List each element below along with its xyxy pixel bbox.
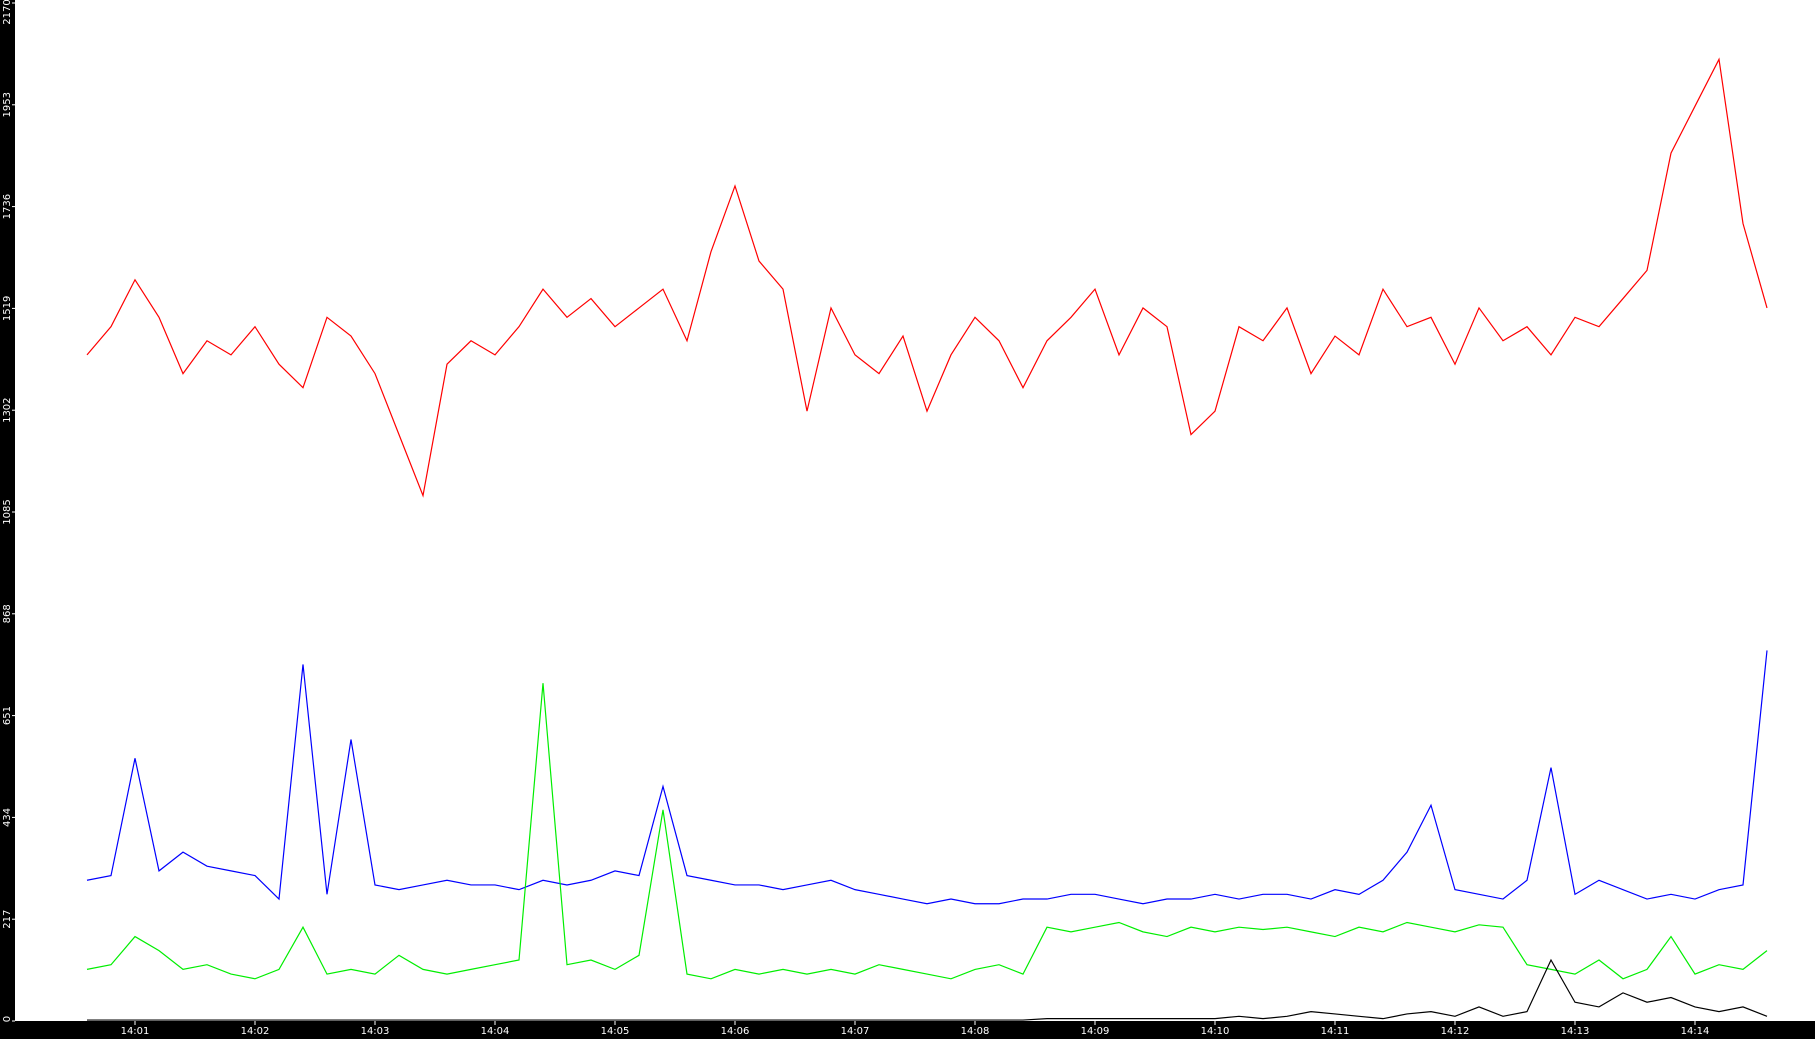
y-axis-strip	[0, 0, 15, 1039]
series-line	[87, 958, 1768, 1021]
x-tick-label: 14:11	[1321, 1026, 1350, 1037]
x-tick-label: 14:05	[601, 1026, 630, 1037]
y-tick-label: 868	[2, 604, 13, 623]
y-tick-label: 1519	[2, 296, 13, 321]
x-tick-label: 14:09	[1081, 1026, 1110, 1037]
y-tick-label: 1085	[2, 499, 13, 524]
y-tick-label: 1953	[2, 92, 13, 117]
x-tick-label: 14:06	[721, 1026, 750, 1037]
series-line	[86, 57, 1768, 498]
y-tick-label: 1302	[2, 397, 13, 422]
y-tick-label: 651	[2, 706, 13, 725]
y-tick-label: 0	[2, 1016, 13, 1022]
x-tick-label: 14:13	[1561, 1026, 1590, 1037]
x-tick-label: 14:03	[361, 1026, 390, 1037]
series-line	[86, 683, 1768, 980]
x-tick-label: 14:08	[961, 1026, 990, 1037]
x-axis-strip	[0, 1021, 1815, 1039]
x-tick-label: 14:01	[121, 1026, 150, 1037]
x-tick-label: 14:04	[481, 1026, 510, 1037]
x-tick-label: 14:07	[841, 1026, 870, 1037]
x-tick-label: 14:12	[1441, 1026, 1470, 1037]
y-tick-label: 2170	[2, 0, 13, 25]
x-tick-label: 14:02	[241, 1026, 270, 1037]
y-tick-label: 217	[2, 910, 13, 929]
series-line	[86, 650, 1768, 905]
y-tick-label: 434	[2, 808, 13, 827]
x-tick-label: 14:14	[1681, 1026, 1710, 1037]
y-tick-label: 1736	[2, 194, 13, 219]
x-tick-label: 14:10	[1201, 1026, 1230, 1037]
